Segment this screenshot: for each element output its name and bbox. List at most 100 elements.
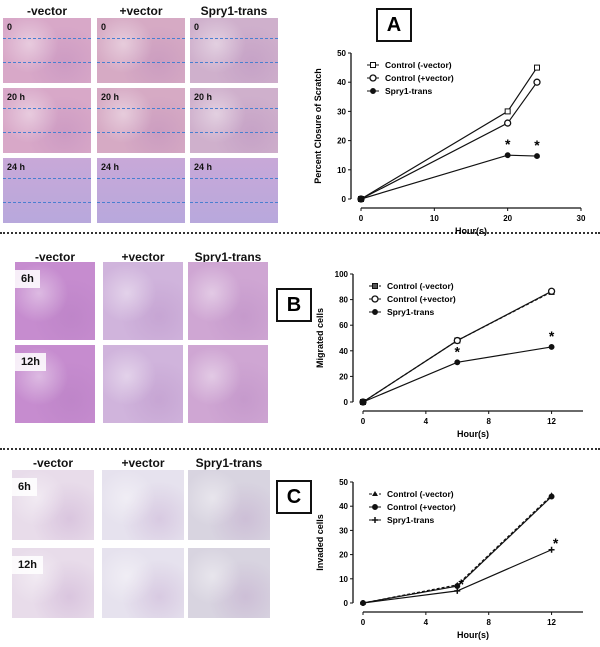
micrograph: 24 h xyxy=(190,158,278,223)
data-point xyxy=(372,491,378,496)
scratch-edge-line xyxy=(190,37,278,39)
x-tick-label: 4 xyxy=(424,618,429,627)
scratch-edge-line xyxy=(3,37,91,39)
time-label: 6h xyxy=(15,270,40,288)
scratch-edge-line xyxy=(97,132,185,134)
legend-entry: Spry1-trans xyxy=(385,86,433,96)
x-tick-label: 30 xyxy=(577,214,586,223)
micrograph: 20 h xyxy=(190,88,278,153)
panel-label-b: B xyxy=(276,288,312,322)
scratch-edge-line xyxy=(190,177,278,179)
data-point xyxy=(453,336,461,345)
series-line xyxy=(360,81,538,200)
micrograph: 12h xyxy=(15,345,95,423)
time-label: 0 xyxy=(194,22,200,32)
y-tick-label: 0 xyxy=(342,195,347,204)
column-header: Spry1-trans xyxy=(195,456,263,470)
column-header: -vector xyxy=(26,4,67,18)
x-tick-label: 12 xyxy=(547,417,556,426)
x-axis-label: Hour(s) xyxy=(457,429,489,439)
scratch-edge-line xyxy=(3,202,91,204)
legend-entry: Control (+vector) xyxy=(387,294,456,304)
micrograph xyxy=(103,262,183,340)
divider xyxy=(0,448,600,450)
data-point xyxy=(548,546,555,553)
time-label: 24 h xyxy=(7,162,26,172)
data-point xyxy=(360,399,366,405)
data-point xyxy=(372,283,378,289)
y-tick-label: 10 xyxy=(339,575,348,584)
y-tick-label: 40 xyxy=(339,502,348,511)
data-point xyxy=(534,64,540,71)
data-point xyxy=(372,504,378,510)
y-tick-label: 100 xyxy=(335,270,349,279)
micrograph: 0 xyxy=(97,18,185,83)
data-point xyxy=(534,153,540,160)
x-tick-label: 10 xyxy=(430,214,439,223)
scratch-edge-line xyxy=(97,202,185,204)
y-tick-label: 0 xyxy=(344,599,349,608)
x-axis-label: Hour(s) xyxy=(455,226,487,236)
legend-entry: Spry1-trans xyxy=(387,515,435,525)
micrograph: 6h xyxy=(12,470,94,540)
y-tick-label: 30 xyxy=(337,107,346,116)
scratch-edge-line xyxy=(97,177,185,179)
micrograph xyxy=(188,548,270,618)
data-point xyxy=(358,196,364,202)
x-axis-label: Hour(s) xyxy=(457,630,489,640)
scratch-edge-line xyxy=(190,107,278,109)
micrograph: 24 h xyxy=(3,158,91,223)
significance-asterisk: * xyxy=(549,328,555,344)
micrograph xyxy=(102,548,184,618)
y-axis-label: Invaded cells xyxy=(315,514,325,571)
data-point xyxy=(548,344,555,350)
column-header: Spry1-trans xyxy=(200,4,268,18)
legend-entry: Control (-vector) xyxy=(387,281,454,291)
x-tick-label: 20 xyxy=(503,214,512,223)
x-tick-label: 0 xyxy=(361,618,366,627)
chart-a: 0 10 20 30 40 50 0 10 20 30 Hour(s) Percent Closure… xyxy=(313,49,586,236)
micrograph xyxy=(188,345,268,423)
chart-b: 0 20 40 60 80 100 0 4 8 12 Hour(s) Migrated cells Co… xyxy=(315,270,583,439)
legend-entry: Spry1-trans xyxy=(387,307,435,317)
data-point xyxy=(370,88,376,94)
y-tick-label: 80 xyxy=(339,296,348,305)
data-point xyxy=(547,287,556,295)
chart-c: 0 10 20 30 40 50 0 4 8 12 Hour(s) Invaded cells Cont… xyxy=(315,478,583,640)
y-tick-label: 20 xyxy=(339,372,348,381)
data-point xyxy=(369,74,377,82)
y-axis-label: Percent Closure of Scratch xyxy=(313,68,323,184)
time-label: 20 h xyxy=(194,92,213,102)
y-tick-label: 50 xyxy=(339,478,348,487)
data-point xyxy=(371,295,379,303)
data-point xyxy=(454,359,461,366)
column-header: +vector xyxy=(121,250,165,264)
column-header: +vector xyxy=(121,456,165,470)
micrograph: 0 xyxy=(3,18,91,83)
micrograph: 24 h xyxy=(97,158,185,223)
y-tick-label: 0 xyxy=(344,398,349,407)
data-point xyxy=(360,600,366,606)
micrograph: 20 h xyxy=(97,88,185,153)
column-header: -vector xyxy=(32,456,73,470)
micrograph: 12h xyxy=(12,548,94,618)
series-line xyxy=(360,154,538,200)
significance-asterisk: * xyxy=(534,137,540,153)
scratch-edge-line xyxy=(190,132,278,134)
micrograph xyxy=(103,345,183,423)
data-point xyxy=(504,108,511,115)
micrograph: 20 h xyxy=(3,88,91,153)
micrograph: 6h xyxy=(15,262,95,340)
divider xyxy=(0,232,600,234)
time-label: 20 h xyxy=(7,92,26,102)
x-tick-label: 8 xyxy=(486,417,491,426)
significance-asterisk: * xyxy=(505,136,511,152)
panel-label-a: A xyxy=(376,8,412,42)
significance-asterisk: * xyxy=(455,343,461,359)
time-label: 12h xyxy=(12,556,43,574)
y-tick-label: 60 xyxy=(339,321,348,330)
time-label: 24 h xyxy=(101,162,120,172)
scratch-edge-line xyxy=(3,62,91,64)
data-point xyxy=(504,152,511,159)
